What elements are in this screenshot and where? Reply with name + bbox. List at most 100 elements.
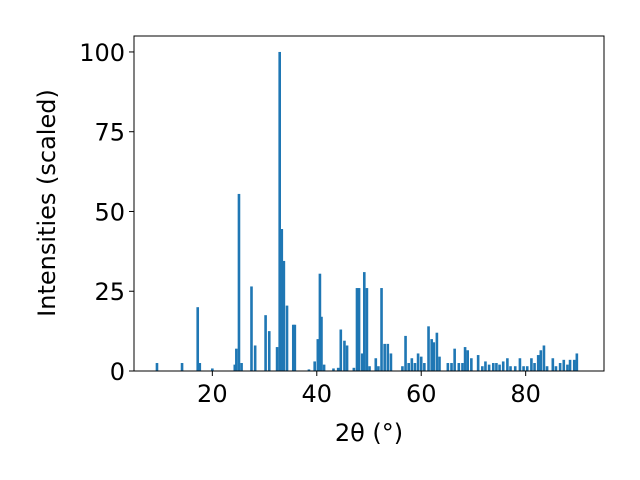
bar [487, 364, 491, 371]
bar [345, 345, 349, 371]
bar [457, 363, 461, 371]
bar [461, 363, 464, 371]
x-tick-label: 80 [510, 380, 541, 408]
bar [416, 353, 420, 371]
bar [332, 368, 335, 371]
y-tick-label: 50 [94, 198, 125, 226]
bar [377, 366, 380, 371]
bar [233, 364, 237, 371]
bar [180, 363, 184, 371]
bar [198, 363, 202, 371]
bar [562, 359, 566, 371]
bar [285, 305, 289, 371]
bar [291, 324, 295, 371]
bar [498, 364, 501, 371]
bar [450, 363, 453, 371]
bar [280, 229, 284, 371]
y-tick-label: 75 [94, 119, 125, 147]
bar [551, 358, 555, 371]
bar [463, 347, 467, 371]
bar [545, 366, 549, 371]
bar [365, 288, 369, 371]
bar [554, 366, 558, 371]
bar [566, 364, 569, 371]
bar [530, 358, 533, 371]
bar [568, 359, 572, 371]
bar [235, 348, 238, 371]
bar [383, 343, 386, 371]
bar [513, 366, 517, 371]
bar [419, 356, 423, 371]
bar [316, 339, 320, 371]
bar [432, 342, 436, 371]
bar [282, 260, 286, 371]
bar-series [155, 51, 579, 371]
bar [237, 193, 241, 371]
bar [343, 340, 346, 371]
bar [250, 286, 253, 371]
bar [518, 358, 522, 371]
y-tick-label: 100 [79, 39, 125, 67]
bar [374, 358, 378, 371]
bar [336, 367, 340, 371]
y-axis-ticks: 0 25 50 75 100 [79, 39, 134, 386]
bar [264, 315, 267, 371]
bar [438, 356, 441, 371]
bar [389, 353, 393, 371]
x-axis-label: 2θ (°) [335, 419, 403, 447]
bar [253, 345, 257, 371]
y-tick-label: 0 [110, 358, 125, 386]
bar [536, 355, 540, 371]
bar [362, 272, 366, 371]
bar [318, 273, 322, 371]
bar [476, 355, 480, 371]
bar [355, 288, 359, 371]
x-tick-label: 60 [406, 380, 437, 408]
bar [211, 368, 214, 371]
bar [509, 366, 512, 371]
bar [410, 358, 414, 371]
bar [542, 345, 546, 371]
bar [401, 366, 404, 371]
bar [501, 361, 505, 371]
bar [558, 363, 562, 371]
bar [275, 347, 279, 371]
bar [427, 326, 430, 371]
bar [572, 359, 576, 371]
bar [466, 350, 469, 371]
bar [240, 363, 243, 371]
bar [352, 367, 356, 371]
bar [539, 350, 543, 371]
bar [495, 363, 498, 371]
bar [278, 51, 281, 371]
bar [446, 363, 450, 371]
bar [313, 361, 316, 371]
bar [307, 369, 311, 371]
bar [380, 288, 383, 371]
bar [196, 307, 200, 371]
bar [470, 358, 473, 371]
bar [407, 363, 410, 371]
bar [575, 353, 579, 371]
bar [453, 348, 456, 371]
bar [491, 363, 495, 371]
bar [484, 361, 487, 371]
bar [386, 343, 390, 371]
bar [155, 363, 159, 371]
bar [404, 335, 407, 371]
x-tick-label: 20 [197, 380, 228, 408]
y-tick-label: 25 [94, 278, 125, 306]
bar [320, 316, 323, 371]
bar [522, 366, 525, 371]
bar [322, 364, 326, 371]
x-tick-label: 40 [302, 380, 333, 408]
bar [360, 353, 364, 371]
bar [423, 363, 426, 371]
bar [525, 366, 529, 371]
bar [506, 358, 509, 371]
y-axis-label: Intensities (scaled) [33, 89, 61, 317]
x-axis-ticks: 20 40 60 80 [197, 371, 541, 408]
bar [267, 331, 271, 371]
